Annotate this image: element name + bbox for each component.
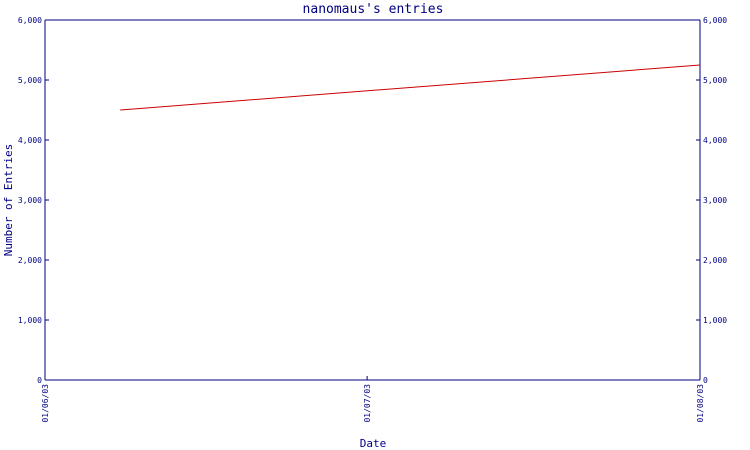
y-tick-label-right: 2,000	[703, 256, 727, 265]
y-tick-label-left: 6,000	[18, 16, 42, 25]
y-tick-label-right: 5,000	[703, 76, 727, 85]
y-tick-label-right: 0	[703, 376, 708, 385]
y-tick-label-right: 6,000	[703, 16, 727, 25]
y-tick-label-right: 1,000	[703, 316, 727, 325]
y-tick-label-left: 2,000	[18, 256, 42, 265]
x-tick-label: 01/08/03	[696, 384, 705, 423]
y-tick-label-left: 4,000	[18, 136, 42, 145]
x-tick-label: 01/07/03	[363, 384, 372, 423]
x-axis-title: Date	[360, 437, 387, 450]
y-tick-label-left: 5,000	[18, 76, 42, 85]
y-tick-label-left: 3,000	[18, 196, 42, 205]
y-tick-label-left: 0	[37, 376, 42, 385]
y-axis-title: Number of Entries	[2, 144, 15, 257]
y-tick-label-right: 4,000	[703, 136, 727, 145]
series-line	[120, 64, 701, 111]
chart-title: nanomaus's entries	[303, 2, 444, 17]
y-tick-label-left: 1,000	[18, 316, 42, 325]
y-tick-label-right: 3,000	[703, 196, 727, 205]
x-tick-label: 01/06/03	[41, 384, 50, 423]
